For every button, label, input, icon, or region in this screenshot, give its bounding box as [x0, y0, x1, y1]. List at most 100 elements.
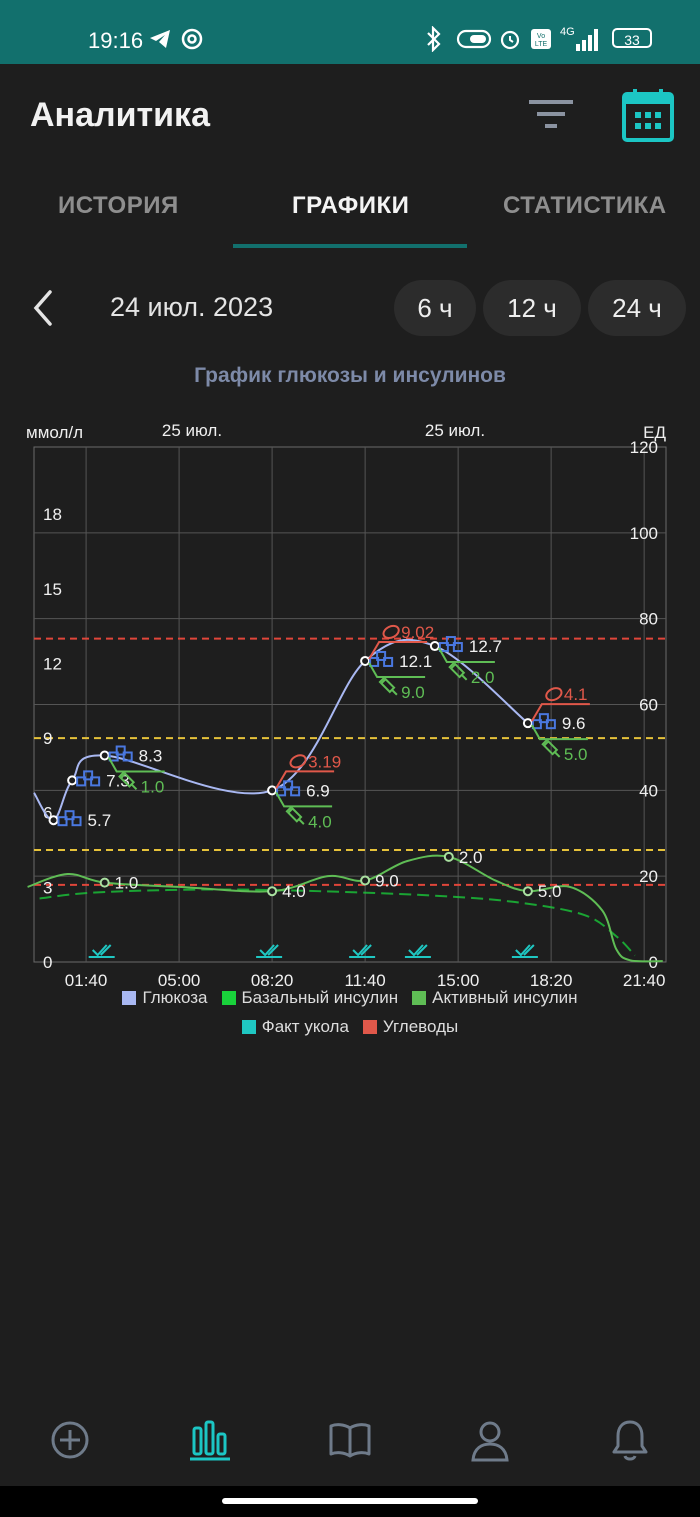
carbs-value-label: 4.1 [564, 685, 588, 704]
sugar-cubes-icon [57, 810, 82, 827]
legend-label: Активный инсулин [432, 988, 578, 1007]
calendar-button[interactable] [622, 88, 674, 142]
legend-glucose[interactable]: Глюкоза [122, 988, 208, 1008]
chart-legend-row-1: Глюкоза Базальный инсулин Активный инсул… [0, 988, 700, 1008]
active-insulin-value-label: 4.0 [282, 882, 306, 901]
bolus-value-label: 2.0 [471, 668, 495, 687]
home-indicator[interactable] [222, 1498, 478, 1504]
legend-label: Факт укола [261, 1017, 349, 1036]
x-tick-label: 21:40 [623, 971, 666, 990]
legend-carbs[interactable]: Углеводы [362, 1017, 459, 1037]
carbs-bracket [275, 770, 335, 789]
telegram-icon [148, 24, 172, 54]
bolus-value-label: 5.0 [564, 745, 588, 764]
bolus-value-label: 1.0 [141, 778, 165, 797]
tab-charts[interactable]: ГРАФИКИ [292, 192, 410, 219]
syringe-icon [448, 661, 468, 681]
page-title: Аналитика [30, 96, 210, 134]
date-label[interactable]: 24 июл. 2023 [110, 292, 274, 322]
y-left-tick-label: 6 [43, 804, 52, 823]
filter-icon [529, 100, 573, 128]
legend-swatch [241, 1020, 256, 1034]
y-left-tick-label: 9 [43, 729, 52, 748]
x-tick-label: 01:40 [65, 971, 108, 990]
tab-statistics[interactable]: СТАТИСТИКА [503, 192, 667, 219]
previous-date-button[interactable] [28, 286, 58, 330]
range-24h-button[interactable]: 24 ч [588, 280, 686, 336]
y-right-tick-label: 40 [639, 781, 658, 800]
vpn-icon [456, 24, 492, 54]
x-tick-label: 08:20 [251, 971, 294, 990]
y-right-tick-label: 100 [630, 524, 658, 543]
x-tick-label: 11:40 [344, 971, 385, 990]
range-6h-button[interactable]: 6 ч [394, 280, 476, 336]
legend-active-insulin[interactable]: Активный инсулин [412, 988, 578, 1008]
legend-label: Углеводы [382, 1017, 459, 1036]
sugar-cubes-icon [531, 713, 556, 730]
x-tick-label: 15:00 [437, 971, 480, 990]
sugar-cubes-icon [438, 636, 463, 653]
x-tick-label: 18:20 [530, 971, 573, 990]
basal-insulin-line [39, 888, 636, 957]
injection-fact-icon [256, 944, 283, 958]
glucose-point [360, 655, 371, 666]
tab-history[interactable]: ИСТОРИЯ [58, 192, 179, 219]
chart-legend-row-2: Факт укола Углеводы [0, 1017, 700, 1037]
volte-icon: Vo LTE [530, 24, 552, 54]
chart-title: График глюкозы и инсулинов [194, 364, 506, 387]
syringe-icon [541, 738, 561, 758]
injection-fact-icon [404, 944, 431, 958]
glucose-value-label: 8.3 [139, 747, 163, 766]
date-label: 25 июл. [162, 421, 222, 440]
bell-icon[interactable] [608, 1418, 652, 1462]
range-12h-button[interactable]: 12 ч [483, 280, 581, 336]
glucose-point [267, 785, 278, 796]
svg-text:LTE: LTE [535, 41, 548, 48]
network-type: 4G [560, 26, 575, 38]
legend-label: Глюкоза [142, 988, 208, 1007]
bread-icon [382, 624, 400, 639]
y-left-tick-label: 3 [43, 878, 52, 897]
status-time: 19:16 [88, 28, 144, 53]
chevron-left-icon [33, 290, 52, 326]
bolus-bracket [275, 791, 333, 808]
syringe-icon [118, 770, 138, 790]
legend-injection-fact[interactable]: Факт укола [241, 1017, 349, 1037]
sugar-cubes-icon [108, 745, 133, 762]
legend-swatch [221, 991, 236, 1005]
active-insulin-value-label: 1.0 [115, 874, 139, 893]
bolus-bracket [438, 647, 495, 664]
glucose-point [48, 815, 59, 826]
sugar-cubes-icon [369, 650, 394, 667]
calendar-icon [622, 89, 674, 142]
profile-icon[interactable] [468, 1418, 512, 1462]
glucose-value-label: 5.7 [88, 811, 112, 830]
glucose-insulin-chart[interactable]: ммол/л ЕД 25 июл. 25 июл. 0 3 6 9 12 15 18 0 20 40 60 8… [0, 410, 700, 990]
system-navigation-bar [0, 1486, 700, 1517]
glucose-point [429, 641, 440, 652]
add-icon[interactable] [48, 1418, 92, 1462]
legend-basal-insulin[interactable]: Базальный инсулин [221, 988, 398, 1008]
active-insulin-point [443, 851, 454, 862]
alarm-icon [498, 24, 522, 54]
y-right-tick-label: 0 [649, 953, 658, 972]
legend-swatch [412, 991, 427, 1005]
at-icon [180, 24, 204, 54]
y-left-axis-label: ммол/л [26, 423, 83, 442]
y-left-tick-label: 15 [43, 580, 62, 599]
book-icon[interactable] [328, 1418, 372, 1462]
y-left-tick-label: 18 [43, 505, 62, 524]
carbs-value-label: 3.19 [308, 752, 341, 771]
glucose-point [67, 775, 78, 786]
carbs-bracket [531, 703, 590, 722]
chart-icon[interactable] [188, 1418, 232, 1462]
filter-button[interactable] [526, 94, 576, 138]
date-label: 25 июл. [425, 421, 485, 440]
carbs-bracket [368, 640, 428, 660]
injection-fact-icon [349, 944, 376, 958]
active-insulin-value-label: 5.0 [538, 882, 562, 901]
legend-swatch [362, 1020, 377, 1034]
active-insulin-point [522, 886, 533, 897]
bluetooth-icon [424, 24, 444, 54]
bread-icon [289, 754, 307, 769]
